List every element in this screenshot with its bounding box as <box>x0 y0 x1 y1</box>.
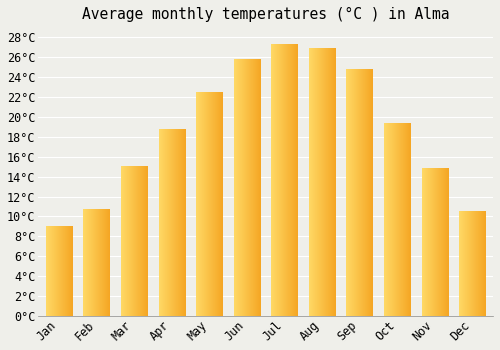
Title: Average monthly temperatures (°C ) in Alma: Average monthly temperatures (°C ) in Al… <box>82 7 450 22</box>
